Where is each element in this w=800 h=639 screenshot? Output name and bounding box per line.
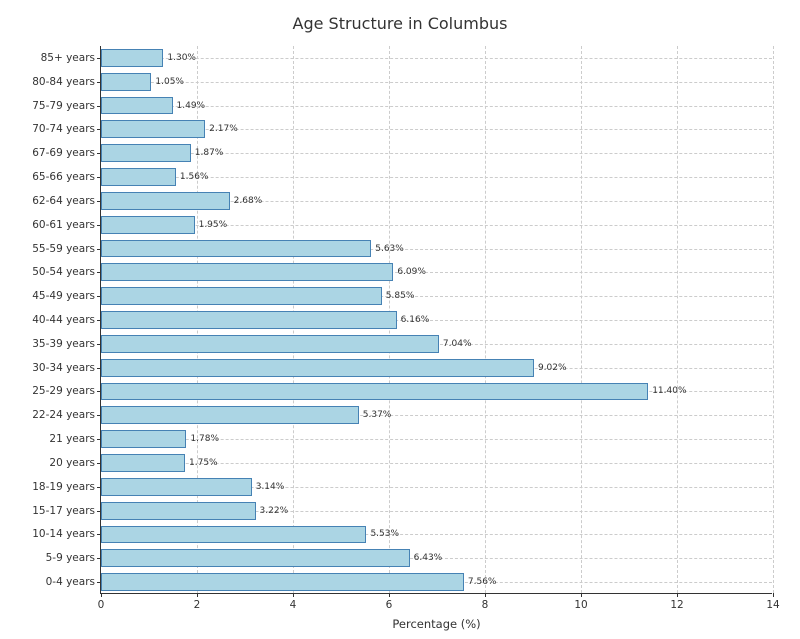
bar [101, 287, 382, 305]
bar [101, 73, 151, 91]
y-tick-label: 85+ years [41, 52, 101, 64]
bar-value-label: 6.16% [401, 315, 430, 325]
bar-value-label: 5.63% [375, 244, 404, 254]
x-tick-label: 0 [98, 593, 105, 611]
y-tick-label: 18-19 years [32, 481, 101, 493]
bar [101, 406, 359, 424]
bar [101, 49, 163, 67]
chart-container: Age Structure in Columbus Percentage (%)… [0, 0, 800, 639]
bar [101, 216, 195, 234]
bar [101, 383, 648, 401]
bar [101, 478, 252, 496]
bar [101, 430, 186, 448]
y-tick-label: 75-79 years [32, 100, 101, 112]
y-tick-label: 40-44 years [32, 314, 101, 326]
y-tick-label: 10-14 years [32, 528, 101, 540]
y-tick-label: 15-17 years [32, 505, 101, 517]
bar [101, 311, 397, 329]
y-tick-label: 30-34 years [32, 362, 101, 374]
y-tick-label: 55-59 years [32, 243, 101, 255]
y-tick-label: 50-54 years [32, 266, 101, 278]
bar-value-label: 9.02% [538, 363, 567, 373]
bar-value-label: 2.68% [234, 196, 263, 206]
bar [101, 549, 410, 567]
y-tick-label: 35-39 years [32, 338, 101, 350]
bar [101, 97, 173, 115]
chart-title: Age Structure in Columbus [0, 14, 800, 33]
bar [101, 240, 371, 258]
bar-value-label: 2.17% [209, 124, 238, 134]
bar-value-label: 1.30% [167, 53, 196, 63]
bar [101, 573, 464, 591]
x-tick-label: 8 [482, 593, 489, 611]
bar-value-label: 1.78% [190, 434, 219, 444]
bar-value-label: 3.14% [256, 482, 285, 492]
bar-value-label: 6.09% [397, 267, 426, 277]
bar-value-label: 5.85% [386, 291, 415, 301]
x-tick-label: 6 [386, 593, 393, 611]
bar [101, 120, 205, 138]
y-tick-label: 60-61 years [32, 219, 101, 231]
bar [101, 526, 366, 544]
bar [101, 144, 191, 162]
x-tick-label: 2 [194, 593, 201, 611]
bar [101, 335, 439, 353]
y-tick-label: 22-24 years [32, 409, 101, 421]
bar-value-label: 1.87% [195, 148, 224, 158]
y-tick-label: 62-64 years [32, 195, 101, 207]
x-tick-label: 10 [574, 593, 587, 611]
bar-value-label: 5.37% [363, 410, 392, 420]
y-tick-label: 21 years [49, 433, 101, 445]
y-tick-label: 25-29 years [32, 385, 101, 397]
y-tick-label: 65-66 years [32, 171, 101, 183]
bar [101, 263, 393, 281]
y-tick-label: 5-9 years [46, 552, 101, 564]
bar-value-label: 6.43% [414, 553, 443, 563]
x-axis-label: Percentage (%) [392, 593, 480, 631]
y-tick-label: 67-69 years [32, 147, 101, 159]
gridline-horizontal [101, 58, 772, 59]
bar-value-label: 7.56% [468, 577, 497, 587]
bar-value-label: 1.95% [199, 220, 228, 230]
bar [101, 454, 185, 472]
bar-value-label: 11.40% [652, 386, 686, 396]
bar-value-label: 1.75% [189, 458, 218, 468]
bar [101, 502, 256, 520]
bar [101, 359, 534, 377]
y-tick-label: 0-4 years [46, 576, 101, 588]
x-tick-label: 12 [670, 593, 683, 611]
y-tick-label: 20 years [49, 457, 101, 469]
y-tick-label: 45-49 years [32, 290, 101, 302]
y-tick-label: 80-84 years [32, 76, 101, 88]
bar-value-label: 7.04% [443, 339, 472, 349]
bar [101, 168, 176, 186]
bar-value-label: 5.53% [370, 529, 399, 539]
gridline-horizontal [101, 82, 772, 83]
gridline-vertical [773, 46, 774, 593]
bar [101, 192, 230, 210]
bar-value-label: 1.49% [177, 101, 206, 111]
bar-value-label: 1.05% [155, 77, 184, 87]
x-tick-label: 14 [766, 593, 779, 611]
y-tick-label: 70-74 years [32, 123, 101, 135]
bar-value-label: 3.22% [260, 506, 289, 516]
bar-value-label: 1.56% [180, 172, 209, 182]
x-tick-label: 4 [290, 593, 297, 611]
plot-area: Percentage (%) 024681012140-4 years7.56%… [100, 46, 772, 594]
